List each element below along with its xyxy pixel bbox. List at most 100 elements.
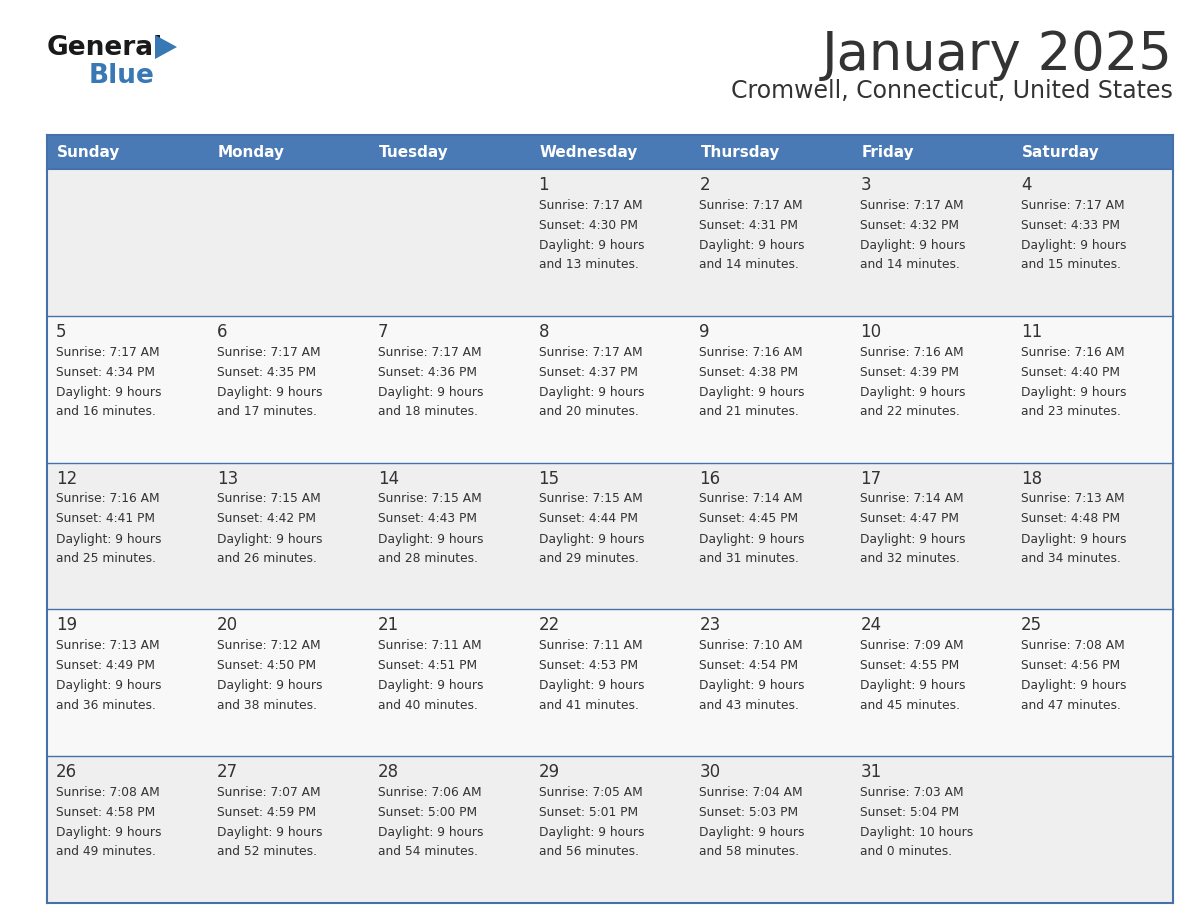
Text: 14: 14 xyxy=(378,470,399,487)
Text: 15: 15 xyxy=(538,470,560,487)
Text: Sunrise: 7:08 AM: Sunrise: 7:08 AM xyxy=(1022,639,1125,652)
Text: and 26 minutes.: and 26 minutes. xyxy=(217,552,317,565)
Bar xyxy=(530,463,690,610)
Bar xyxy=(1012,463,1173,610)
Text: Sunset: 4:42 PM: Sunset: 4:42 PM xyxy=(217,512,316,525)
Text: Daylight: 9 hours: Daylight: 9 hours xyxy=(56,679,162,692)
Text: Daylight: 9 hours: Daylight: 9 hours xyxy=(538,826,644,839)
Text: Sunset: 4:40 PM: Sunset: 4:40 PM xyxy=(1022,365,1120,378)
Text: 28: 28 xyxy=(378,763,399,781)
Text: Sunrise: 7:14 AM: Sunrise: 7:14 AM xyxy=(860,492,963,505)
Text: 21: 21 xyxy=(378,616,399,634)
Bar xyxy=(852,135,1012,169)
Text: Daylight: 9 hours: Daylight: 9 hours xyxy=(378,386,484,398)
Text: and 22 minutes.: and 22 minutes. xyxy=(860,405,960,418)
Text: Sunset: 4:41 PM: Sunset: 4:41 PM xyxy=(56,512,154,525)
Text: Sunrise: 7:13 AM: Sunrise: 7:13 AM xyxy=(1022,492,1125,505)
Text: and 49 minutes.: and 49 minutes. xyxy=(56,845,156,858)
Text: and 58 minutes.: and 58 minutes. xyxy=(700,845,800,858)
Bar xyxy=(690,756,852,903)
Text: Sunrise: 7:06 AM: Sunrise: 7:06 AM xyxy=(378,786,481,799)
Text: Sunset: 4:34 PM: Sunset: 4:34 PM xyxy=(56,365,154,378)
Text: and 16 minutes.: and 16 minutes. xyxy=(56,405,156,418)
Text: and 38 minutes.: and 38 minutes. xyxy=(217,699,317,711)
Text: Thursday: Thursday xyxy=(701,144,779,160)
Text: and 20 minutes.: and 20 minutes. xyxy=(538,405,638,418)
Bar xyxy=(852,169,1012,316)
Text: Sunset: 4:53 PM: Sunset: 4:53 PM xyxy=(538,659,638,672)
Bar xyxy=(530,756,690,903)
Text: 30: 30 xyxy=(700,763,721,781)
Text: Daylight: 9 hours: Daylight: 9 hours xyxy=(56,386,162,398)
Text: 8: 8 xyxy=(538,323,549,341)
Text: Sunset: 4:56 PM: Sunset: 4:56 PM xyxy=(1022,659,1120,672)
Text: 24: 24 xyxy=(860,616,881,634)
Text: Daylight: 9 hours: Daylight: 9 hours xyxy=(1022,679,1126,692)
Bar xyxy=(48,135,208,169)
Bar xyxy=(208,316,368,463)
Polygon shape xyxy=(154,35,177,59)
Text: Sunset: 4:50 PM: Sunset: 4:50 PM xyxy=(217,659,316,672)
Bar xyxy=(48,463,208,610)
Bar xyxy=(368,169,530,316)
Text: 20: 20 xyxy=(217,616,238,634)
Text: Daylight: 9 hours: Daylight: 9 hours xyxy=(860,386,966,398)
Text: and 45 minutes.: and 45 minutes. xyxy=(860,699,960,711)
Bar xyxy=(530,610,690,756)
Text: and 54 minutes.: and 54 minutes. xyxy=(378,845,478,858)
Text: Sunset: 4:38 PM: Sunset: 4:38 PM xyxy=(700,365,798,378)
Text: Sunset: 4:33 PM: Sunset: 4:33 PM xyxy=(1022,218,1120,232)
Bar xyxy=(368,463,530,610)
Bar xyxy=(1012,169,1173,316)
Text: Daylight: 9 hours: Daylight: 9 hours xyxy=(700,239,805,252)
Text: Sunset: 4:30 PM: Sunset: 4:30 PM xyxy=(538,218,638,232)
Bar xyxy=(48,610,208,756)
Text: Daylight: 9 hours: Daylight: 9 hours xyxy=(538,239,644,252)
Bar xyxy=(852,463,1012,610)
Text: Daylight: 9 hours: Daylight: 9 hours xyxy=(217,826,322,839)
Text: Sunset: 4:36 PM: Sunset: 4:36 PM xyxy=(378,365,476,378)
Text: Daylight: 9 hours: Daylight: 9 hours xyxy=(1022,532,1126,545)
Text: General: General xyxy=(48,35,163,61)
Text: and 23 minutes.: and 23 minutes. xyxy=(1022,405,1121,418)
Bar xyxy=(368,610,530,756)
Text: Sunset: 4:43 PM: Sunset: 4:43 PM xyxy=(378,512,476,525)
Text: 10: 10 xyxy=(860,323,881,341)
Text: and 52 minutes.: and 52 minutes. xyxy=(217,845,317,858)
Text: Daylight: 9 hours: Daylight: 9 hours xyxy=(1022,239,1126,252)
Text: and 36 minutes.: and 36 minutes. xyxy=(56,699,156,711)
Text: and 43 minutes.: and 43 minutes. xyxy=(700,699,800,711)
Text: Daylight: 9 hours: Daylight: 9 hours xyxy=(700,826,805,839)
Bar xyxy=(690,169,852,316)
Text: Sunset: 4:44 PM: Sunset: 4:44 PM xyxy=(538,512,638,525)
Text: and 41 minutes.: and 41 minutes. xyxy=(538,699,638,711)
Text: Sunrise: 7:03 AM: Sunrise: 7:03 AM xyxy=(860,786,963,799)
Text: Sunrise: 7:17 AM: Sunrise: 7:17 AM xyxy=(538,345,643,359)
Text: 17: 17 xyxy=(860,470,881,487)
Text: Daylight: 9 hours: Daylight: 9 hours xyxy=(56,532,162,545)
Text: and 0 minutes.: and 0 minutes. xyxy=(860,845,953,858)
Text: 31: 31 xyxy=(860,763,881,781)
Text: Daylight: 9 hours: Daylight: 9 hours xyxy=(538,679,644,692)
Bar xyxy=(368,135,530,169)
Bar xyxy=(690,610,852,756)
Text: Monday: Monday xyxy=(217,144,285,160)
Text: 6: 6 xyxy=(217,323,227,341)
Text: Sunrise: 7:14 AM: Sunrise: 7:14 AM xyxy=(700,492,803,505)
Text: Sunset: 4:48 PM: Sunset: 4:48 PM xyxy=(1022,512,1120,525)
Text: and 47 minutes.: and 47 minutes. xyxy=(1022,699,1121,711)
Bar xyxy=(208,169,368,316)
Text: 1: 1 xyxy=(538,176,549,194)
Text: Sunrise: 7:17 AM: Sunrise: 7:17 AM xyxy=(378,345,481,359)
Text: Sunset: 4:35 PM: Sunset: 4:35 PM xyxy=(217,365,316,378)
Text: Sunrise: 7:15 AM: Sunrise: 7:15 AM xyxy=(538,492,643,505)
Text: 5: 5 xyxy=(56,323,67,341)
Bar xyxy=(852,610,1012,756)
Text: Sunset: 4:51 PM: Sunset: 4:51 PM xyxy=(378,659,476,672)
Text: Sunset: 4:37 PM: Sunset: 4:37 PM xyxy=(538,365,638,378)
Text: Daylight: 10 hours: Daylight: 10 hours xyxy=(860,826,973,839)
Text: Sunset: 4:59 PM: Sunset: 4:59 PM xyxy=(217,806,316,819)
Bar xyxy=(208,135,368,169)
Bar xyxy=(530,135,690,169)
Text: and 15 minutes.: and 15 minutes. xyxy=(1022,258,1121,271)
